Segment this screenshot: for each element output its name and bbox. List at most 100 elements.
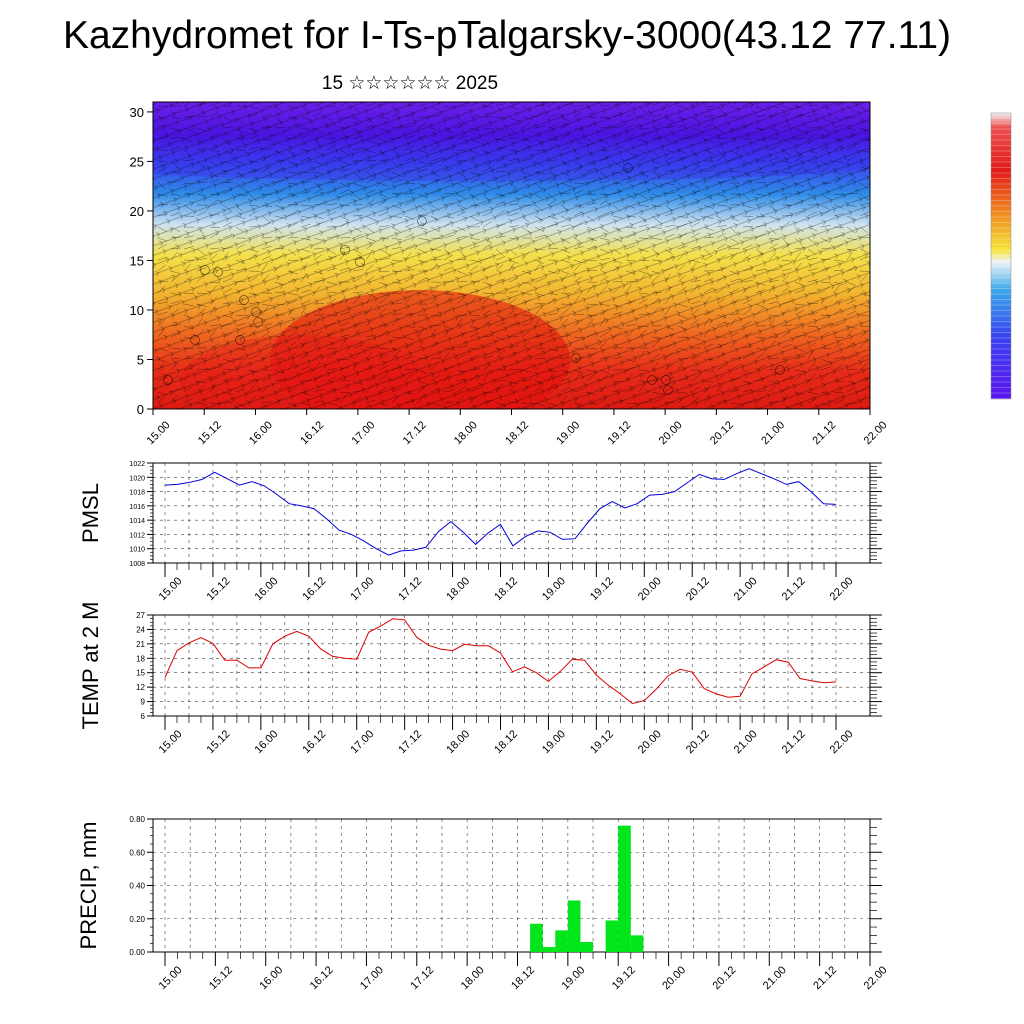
wind-barb	[495, 351, 503, 360]
wind-barb	[404, 157, 415, 162]
x-tick-label: 19.12	[610, 964, 638, 992]
wind-barb	[339, 391, 350, 393]
x-tick-label: 17.12	[408, 964, 436, 992]
wind-barb	[456, 270, 467, 275]
wind-barb	[157, 123, 168, 129]
wind-barb	[508, 401, 519, 404]
wind-barb	[170, 308, 179, 316]
wind-barb	[755, 347, 766, 351]
wind-barb	[352, 215, 363, 217]
wind-barb	[495, 278, 506, 283]
wind-barb	[664, 255, 675, 261]
x-tick-label: 15.00	[145, 419, 173, 447]
wind-barb	[521, 138, 532, 142]
wind-barb	[599, 180, 610, 184]
wind-barb	[755, 215, 766, 218]
wind-barb	[638, 274, 646, 283]
wind-barb	[469, 237, 480, 241]
wind-barb	[612, 171, 623, 174]
wind-barb	[326, 167, 337, 173]
wind-barb	[274, 179, 285, 184]
wind-barb	[469, 325, 480, 330]
wind-barb	[534, 302, 545, 305]
wind-barb	[612, 204, 621, 212]
wind-barb	[183, 367, 194, 371]
wind-barb	[508, 212, 519, 217]
wind-barb	[833, 322, 844, 327]
wind-barb	[729, 299, 739, 305]
wind-barb	[235, 376, 245, 382]
wind-barb	[768, 284, 776, 294]
wind-barb	[365, 116, 374, 124]
wind-barb	[521, 252, 529, 261]
wind-barb	[521, 314, 532, 317]
wind-barb	[755, 281, 766, 286]
wind-barb	[846, 116, 857, 119]
wind-barb	[755, 138, 766, 141]
wind-barb	[300, 402, 311, 406]
x-tick-label: 18.12	[503, 419, 531, 447]
wind-barb	[638, 149, 648, 156]
wind-barb	[651, 391, 662, 395]
wind-barb	[755, 365, 766, 371]
wind-barb	[404, 343, 415, 349]
wind-barb	[443, 234, 454, 239]
wind-barb	[352, 147, 363, 151]
wind-barb	[430, 402, 441, 406]
wind-barb	[222, 211, 232, 217]
wind-barb	[456, 386, 466, 393]
wind-barb	[222, 251, 229, 261]
x-tick-label: 21.00	[732, 575, 760, 603]
wind-barb	[404, 145, 415, 151]
wind-barb	[378, 347, 389, 350]
wind-barb	[677, 245, 688, 250]
wind-barb	[833, 177, 843, 184]
wind-barb	[807, 149, 818, 154]
wind-barb	[417, 328, 424, 338]
wind-barb	[807, 362, 816, 371]
wind-barb	[768, 105, 779, 108]
wind-barb	[703, 114, 714, 118]
wind-barb	[625, 323, 636, 327]
wind-barb	[287, 237, 298, 239]
wind-barb	[235, 322, 246, 327]
wind-barb	[547, 144, 557, 151]
wind-barb	[547, 325, 558, 331]
wind-barb	[287, 138, 298, 140]
calm-marker	[775, 365, 785, 375]
wind-barb	[742, 308, 752, 316]
wind-barb	[599, 116, 610, 119]
wind-barb	[326, 347, 337, 350]
wind-barb	[768, 357, 779, 360]
wind-barb	[352, 171, 362, 179]
wind-barb	[495, 158, 506, 162]
wind-barb	[391, 215, 402, 219]
wind-barb	[651, 237, 662, 240]
wind-barb	[534, 149, 545, 151]
wind-barb	[456, 258, 467, 261]
wind-barb	[261, 255, 272, 261]
wind-barb	[261, 306, 268, 316]
wind-barb	[729, 170, 740, 173]
wind-barb	[703, 169, 714, 173]
wind-barb	[716, 297, 726, 305]
wind-barb-field	[153, 102, 870, 409]
wind-barb	[703, 105, 714, 108]
wind-barb	[417, 193, 428, 199]
wind-barb	[833, 281, 844, 286]
wind-barb	[651, 123, 662, 129]
x-tick-label: 17.12	[396, 728, 424, 756]
wind-barb	[482, 193, 491, 202]
wind-barb	[729, 116, 740, 119]
wind-barb	[794, 166, 804, 173]
wind-barb	[664, 334, 675, 338]
wind-barb	[625, 133, 635, 140]
wind-barb	[261, 138, 272, 141]
x-tick-label: 15.12	[196, 419, 224, 447]
wind-barb	[378, 199, 388, 206]
wind-barb	[547, 369, 558, 373]
wind-barb	[755, 105, 765, 111]
wind-barb	[157, 318, 166, 327]
wind-barb	[417, 325, 428, 330]
wind-barb	[157, 136, 168, 140]
